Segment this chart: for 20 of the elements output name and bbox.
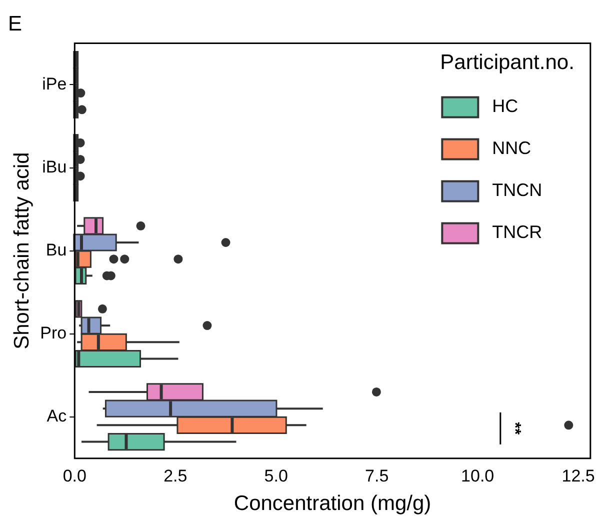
y-tick-label: Ac bbox=[46, 406, 68, 426]
y-tick-label: iBu bbox=[42, 157, 67, 176]
x-tick-label: 10.0 bbox=[461, 466, 494, 486]
y-tick-label: iPe bbox=[42, 74, 67, 94]
legend-label: HC bbox=[492, 96, 518, 116]
x-tick-label: 0.0 bbox=[62, 466, 86, 486]
y-tick-label: Bu bbox=[46, 240, 67, 260]
annotation: ** bbox=[506, 422, 523, 436]
y-tick-label: Pro bbox=[40, 324, 67, 343]
x-tick-label: 5.0 bbox=[264, 466, 288, 486]
legend-title: Participant.no. bbox=[440, 50, 574, 74]
legend-label: TNCR bbox=[492, 222, 542, 242]
legend-label: TNCN bbox=[492, 180, 542, 200]
x-tick-label: 7.5 bbox=[365, 466, 389, 486]
y-axis-title: Short-chain fatty acid bbox=[10, 152, 34, 350]
chart-title: E bbox=[8, 12, 22, 36]
x-tick-label: 12.5 bbox=[562, 466, 595, 486]
legend-label: NNC bbox=[492, 138, 532, 158]
x-tick-label: 2.5 bbox=[164, 466, 188, 486]
x-axis-title: Concentration (mg/g) bbox=[234, 492, 432, 516]
